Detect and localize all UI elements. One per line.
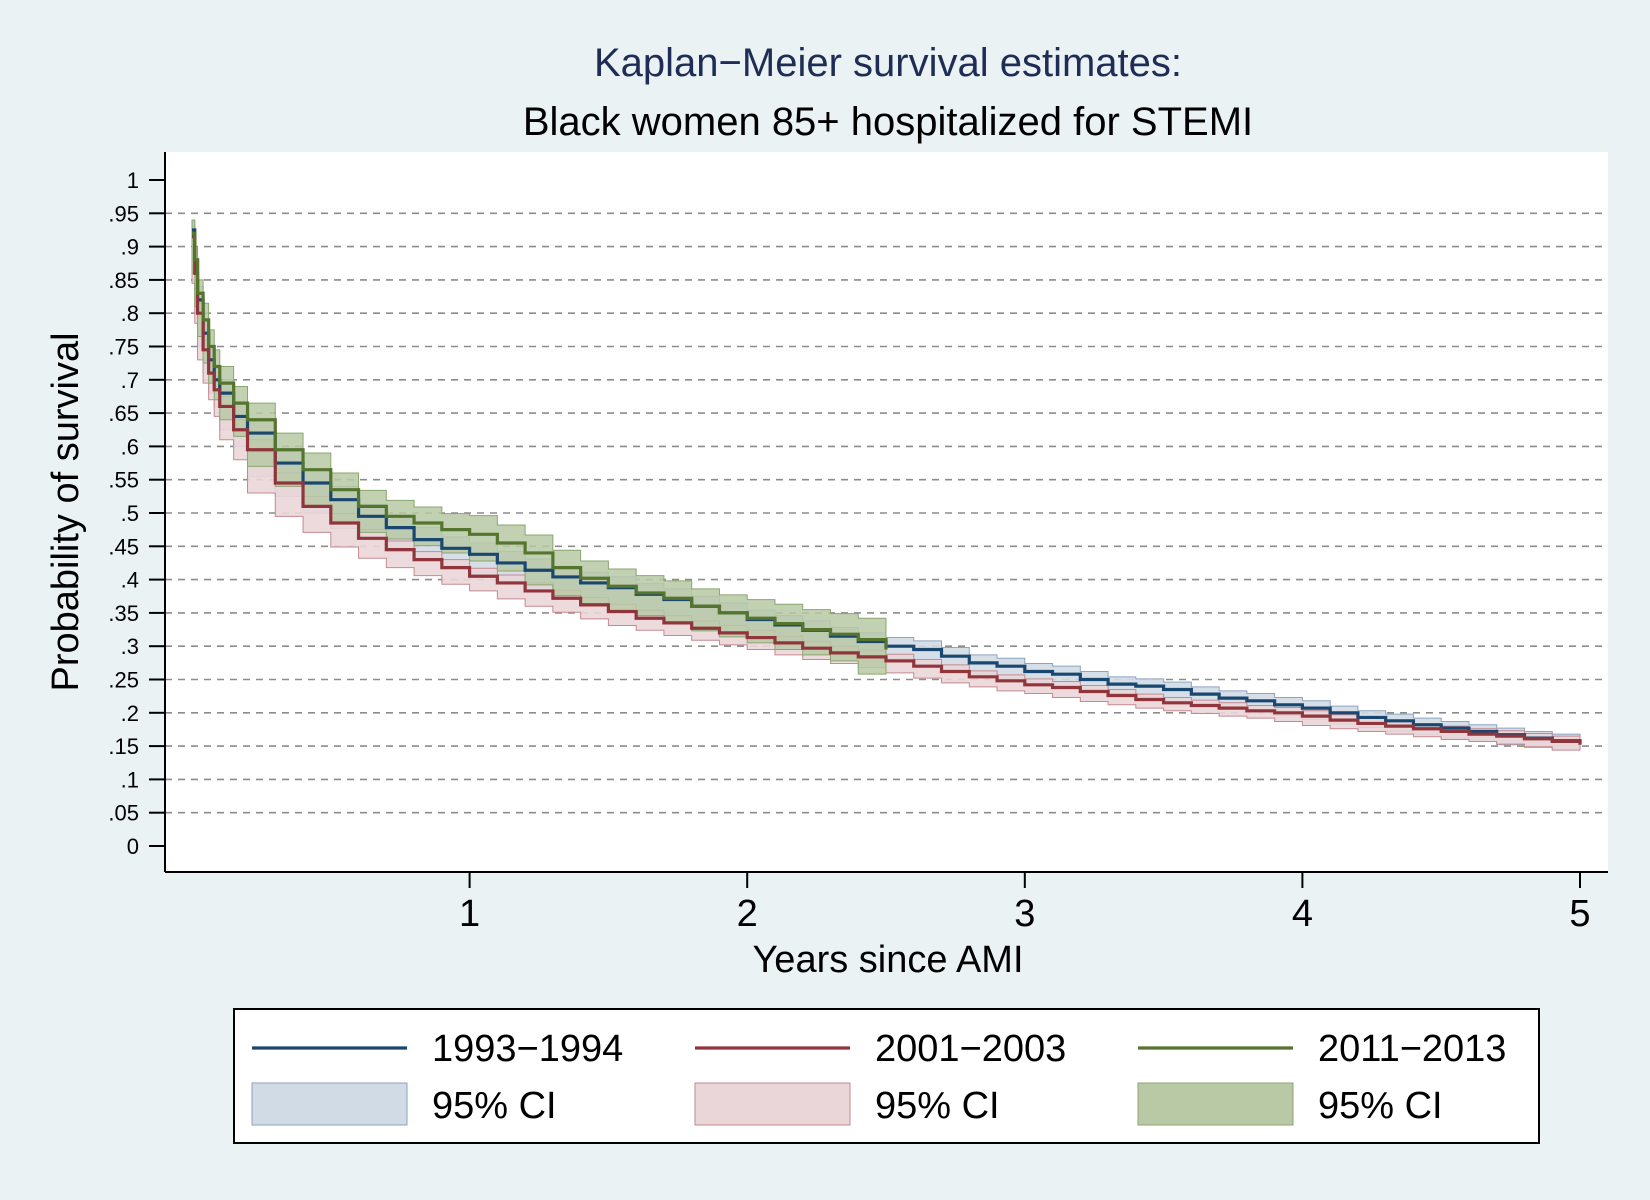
y-tick-label: .2 [121, 701, 139, 726]
x-tick-label: 2 [737, 893, 758, 935]
x-tick-label: 5 [1569, 893, 1590, 935]
y-tick-label: .25 [108, 668, 139, 693]
y-tick-label: .05 [108, 801, 139, 826]
survival-line-2 [192, 231, 888, 650]
y-tick-label: .65 [108, 401, 139, 426]
y-tick-label: .35 [108, 601, 139, 626]
y-tick-label: 1 [127, 168, 139, 193]
chart-subtitle: Black women 85+ hospitalized for STEMI [523, 100, 1253, 144]
legend-label-2: 2011−2013 [1318, 1028, 1506, 1070]
y-tick-label: .75 [108, 335, 139, 360]
x-axis-title: Years since AMI [752, 939, 1023, 981]
y-tick-label: .3 [121, 634, 139, 659]
y-tick-label: .9 [121, 235, 139, 260]
legend-swatch-ci-0 [251, 1082, 408, 1126]
x-tick-label: 3 [1014, 893, 1035, 935]
legend-ci-label-2: 95% CI [1318, 1085, 1443, 1127]
y-tick-label: .55 [108, 468, 139, 493]
chart-title: Kaplan−Meier survival estimates: [594, 41, 1182, 85]
x-tick-label: 1 [459, 893, 480, 935]
legend-ci-label-0: 95% CI [432, 1085, 557, 1127]
x-tick-label: 4 [1292, 893, 1313, 935]
legend-swatch-ci-1 [694, 1082, 851, 1126]
y-tick-label: .6 [121, 434, 139, 459]
legend-box [233, 1008, 1540, 1144]
y-axis-ticks: 0 .05 .1 .15 .2 .25 .3 .35 .4 .45 .5 .55 .6 .65 .7 .75.… [108, 168, 165, 859]
y-tick-label: .95 [108, 201, 139, 226]
legend: 1993−1994 95% CI 2001−2003 95% CI 2011−2013 9… [251, 1028, 1506, 1127]
legend-label-1: 2001−2003 [875, 1028, 1066, 1070]
y-tick-label: .45 [108, 534, 139, 559]
legend-ci-label-1: 95% CI [875, 1085, 1000, 1127]
y-tick-label: .1 [121, 767, 139, 792]
y-axis-title: Probability of survival [45, 332, 87, 691]
y-tick-label: .15 [108, 734, 139, 759]
survival-curves [192, 228, 1582, 745]
y-tick-label: .5 [121, 501, 139, 526]
y-tick-label: .85 [108, 268, 139, 293]
legend-label-0: 1993−1994 [432, 1028, 623, 1070]
x-axis-ticks: 1 2 3 4 5 [459, 872, 1591, 935]
legend-swatch-ci-2 [1137, 1082, 1294, 1126]
y-tick-label: .8 [121, 301, 139, 326]
y-tick-label: .7 [121, 368, 139, 393]
y-tick-label: 0 [127, 834, 139, 859]
survival-line-1 [192, 235, 1582, 745]
y-tick-label: .4 [121, 568, 139, 593]
